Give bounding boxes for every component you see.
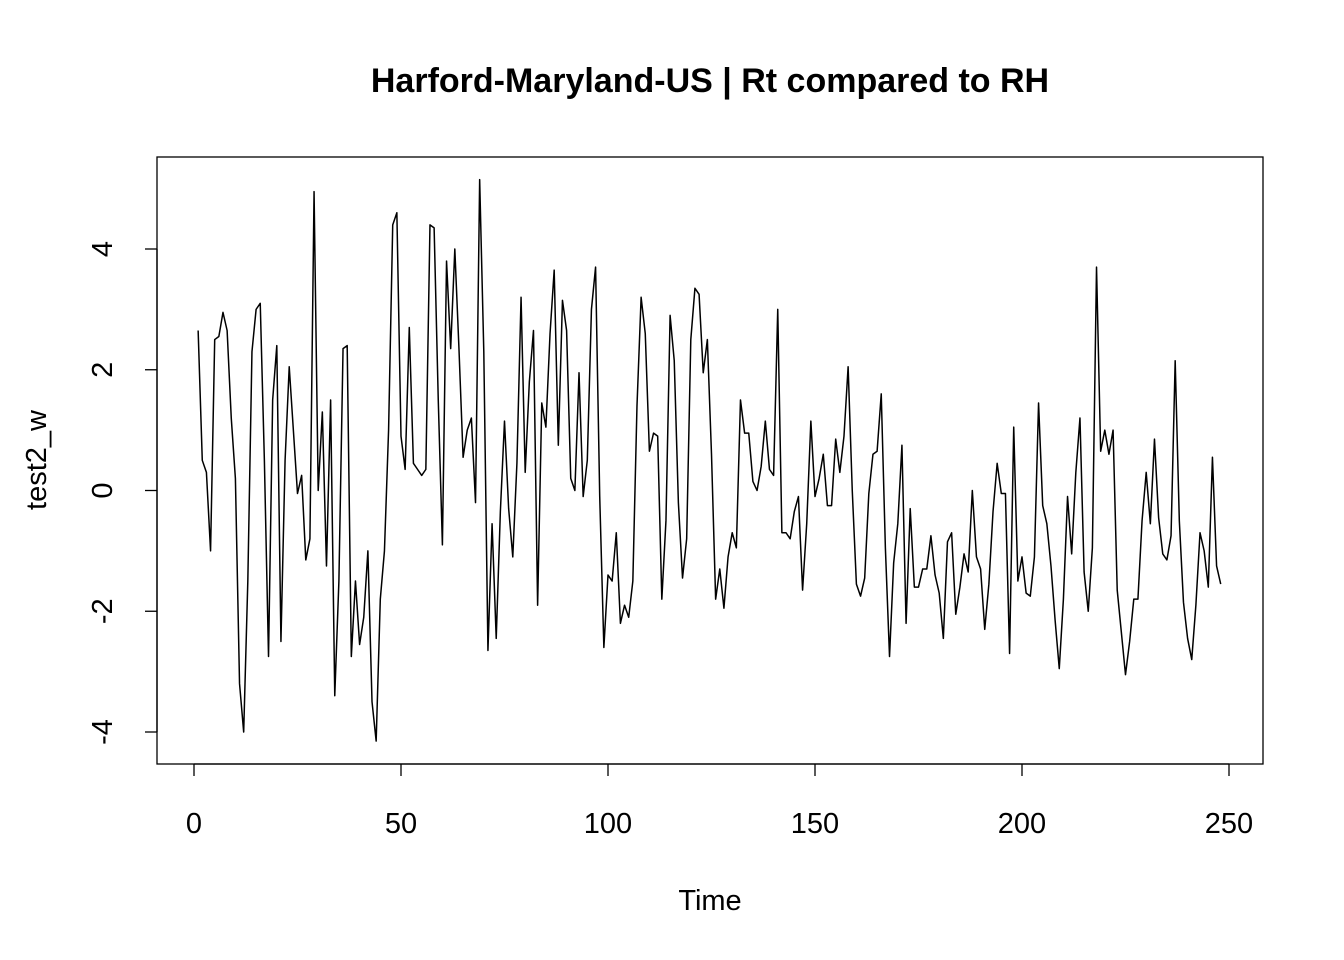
- y-axis-label: test2_w: [21, 409, 53, 510]
- x-axis-label: Time: [678, 885, 741, 917]
- x-tick-label: 150: [791, 808, 839, 840]
- y-tick-label: -4: [87, 719, 119, 745]
- x-tick-label: 200: [998, 808, 1046, 840]
- y-tick-label: 0: [87, 482, 119, 498]
- series-line: [197, 178, 1222, 742]
- x-tick-label: 50: [385, 808, 417, 840]
- x-tick-label: 250: [1205, 808, 1253, 840]
- chart-title: Harford-Maryland-US | Rt compared to RH: [371, 62, 1049, 100]
- y-tick-label: 4: [87, 241, 119, 257]
- x-tick-label: 100: [584, 808, 632, 840]
- y-tick-label: 2: [87, 362, 119, 378]
- x-tick-label: 0: [186, 808, 202, 840]
- x-axis: 0 50 100 150 200 250: [186, 763, 1253, 840]
- data-points: [197, 179, 1222, 742]
- y-axis: -4 -2 0 2 4: [87, 241, 158, 745]
- y-tick-label: -2: [87, 598, 119, 624]
